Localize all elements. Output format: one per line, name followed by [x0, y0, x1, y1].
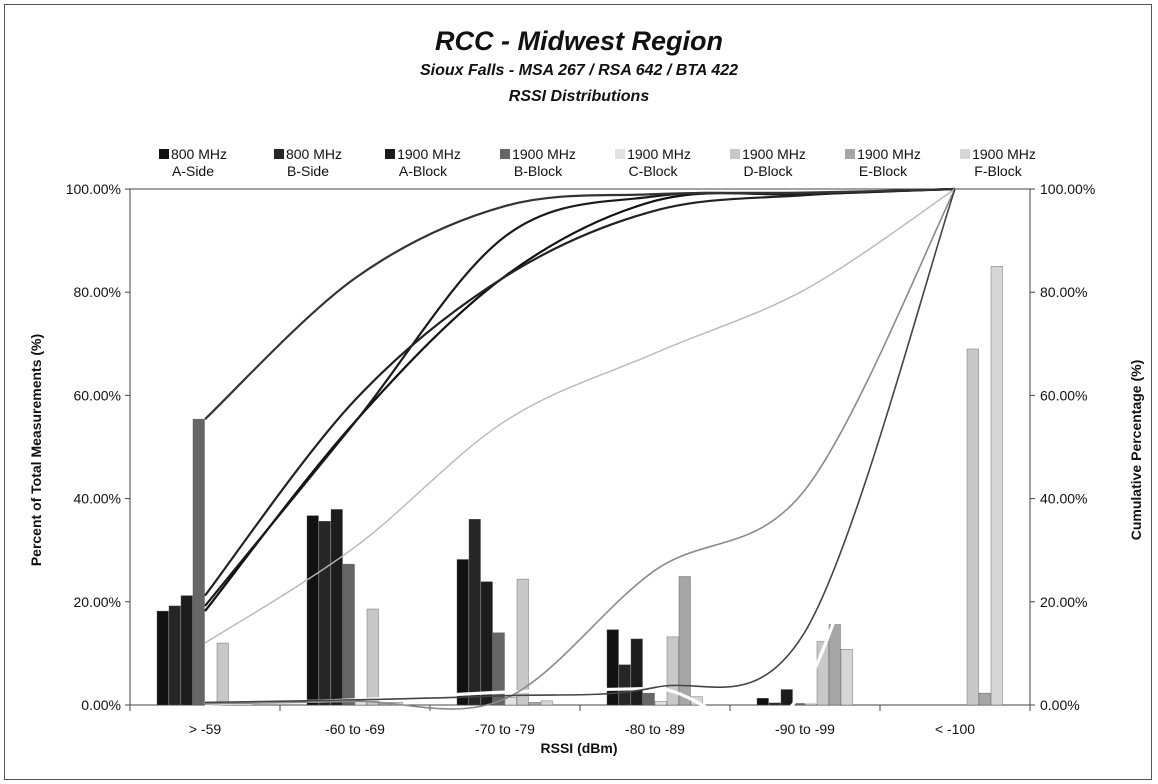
legend-swatch	[500, 149, 511, 159]
bar	[168, 605, 181, 706]
bar	[978, 692, 991, 706]
cumulative-line	[204, 188, 956, 644]
cumulative-line	[204, 187, 956, 597]
bar	[828, 624, 841, 706]
legend-item: 800 MHz A-Side	[138, 146, 248, 180]
legend-item: 1900 MHz C-Block	[598, 146, 708, 180]
plot-border	[129, 188, 1031, 706]
bar	[318, 521, 331, 706]
bar	[654, 701, 667, 706]
y2-tick-label: 100.00%	[1040, 181, 1095, 197]
y2-tick-label: 20.00%	[1040, 594, 1087, 610]
legend-swatch	[158, 149, 169, 159]
bar	[216, 642, 229, 706]
bar	[342, 563, 355, 706]
bar	[516, 578, 529, 706]
bar	[330, 509, 343, 706]
bar	[966, 348, 979, 706]
legend-swatch	[385, 149, 396, 159]
bar	[180, 595, 193, 706]
bar	[606, 629, 619, 706]
bar	[642, 692, 655, 706]
legend-swatch	[845, 149, 856, 159]
cumulative-line	[204, 188, 956, 710]
bar	[156, 610, 169, 706]
chart-legend: 800 MHz A-Side 800 MHz B-Side 1900 MHz A-Bloc…	[138, 146, 1038, 186]
y-tick-label: 20.00%	[74, 594, 121, 610]
bar	[480, 581, 493, 706]
legend-swatch	[273, 149, 284, 159]
chart-subtitle-2: RSSI Distributions	[508, 88, 650, 105]
bar	[306, 515, 319, 706]
legend-item: 1900 MHz B-Block	[483, 146, 593, 180]
bar	[504, 697, 517, 706]
y-tick-label: 100.00%	[66, 181, 121, 197]
bar	[804, 703, 817, 706]
bar	[990, 266, 1003, 706]
x-tick-label: -60 to -69	[325, 721, 385, 737]
y2-tick-label: 0.00%	[1040, 697, 1080, 713]
bar	[540, 700, 553, 706]
legend-swatch	[730, 149, 741, 159]
legend-item: 800 MHz B-Side	[253, 146, 363, 180]
x-tick-label: > -59	[189, 721, 222, 737]
y-tick-label: 80.00%	[74, 284, 121, 300]
x-axis-label: RSSI (dBm)	[540, 740, 618, 756]
chart-title: RCC - Midwest Region	[435, 26, 723, 56]
y2-tick-label: 60.00%	[1040, 387, 1087, 403]
x-tick-label: < -100	[935, 721, 975, 737]
bar	[768, 702, 781, 706]
bar	[756, 698, 769, 706]
legend-swatch	[960, 149, 971, 159]
bar	[840, 649, 853, 706]
bar	[618, 664, 631, 706]
legend-item: 1900 MHz F-Block	[943, 146, 1053, 180]
y2-tick-label: 40.00%	[1040, 491, 1087, 507]
x-tick-label: -70 to -79	[475, 721, 535, 737]
bar	[468, 519, 481, 706]
bar	[780, 689, 793, 706]
x-tick-label: -80 to -89	[625, 721, 685, 737]
bar	[456, 559, 469, 706]
bar	[630, 638, 643, 706]
y-tick-label: 40.00%	[74, 491, 121, 507]
bar	[528, 702, 541, 706]
cumulative-line	[204, 188, 956, 704]
legend-swatch	[615, 149, 626, 159]
bar	[366, 608, 379, 706]
y-tick-label: 60.00%	[74, 387, 121, 403]
bar	[678, 576, 691, 706]
bar	[816, 641, 829, 706]
x-tick-label: -90 to -99	[775, 721, 835, 737]
bar	[666, 636, 679, 706]
cumulative-line	[204, 187, 956, 420]
legend-item: 1900 MHz D-Block	[713, 146, 823, 180]
y-tick-label: 0.00%	[81, 697, 121, 713]
bar	[492, 632, 505, 706]
bar	[192, 418, 205, 706]
legend-item: 1900 MHz A-Block	[368, 146, 478, 180]
chart-subtitle: Sioux Falls - MSA 267 / RSA 642 / BTA 42…	[419, 62, 739, 79]
legend-item: 1900 MHz E-Block	[828, 146, 938, 180]
y2-tick-label: 80.00%	[1040, 284, 1087, 300]
